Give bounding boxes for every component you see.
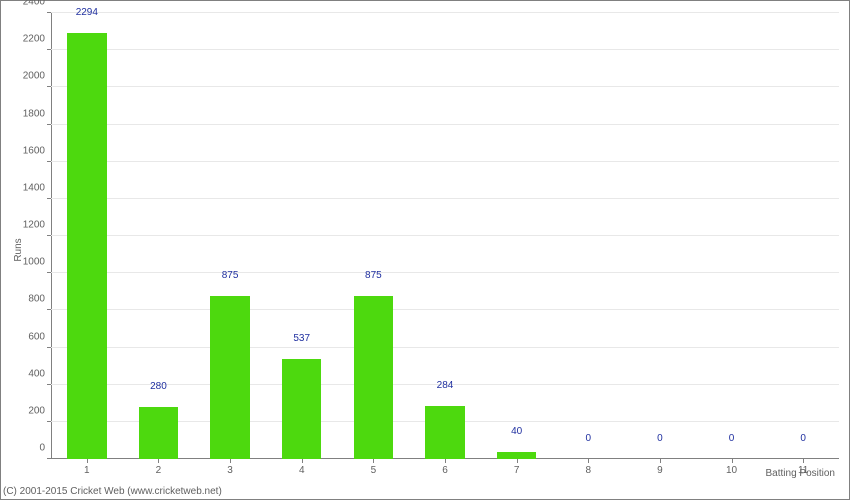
y-tick-label: 1200: [23, 220, 51, 231]
bar-value-label: 40: [511, 426, 522, 439]
y-tick-mark: [47, 347, 51, 348]
y-tick-label: 1400: [23, 182, 51, 193]
x-tick-label: 1: [84, 459, 90, 476]
x-tick-label: 10: [726, 459, 737, 476]
grid-line: [51, 12, 839, 13]
x-tick-label: 4: [299, 459, 305, 476]
bar-value-label: 0: [585, 433, 591, 446]
bar-value-label: 875: [365, 270, 382, 283]
plot-area: 0200400600800100012001400160018002000220…: [51, 13, 839, 459]
bar: [497, 452, 536, 459]
bar-value-label: 280: [150, 381, 167, 394]
y-tick-mark: [47, 124, 51, 125]
y-tick-mark: [47, 49, 51, 50]
x-tick-label: 8: [585, 459, 591, 476]
y-tick-mark: [47, 86, 51, 87]
grid-line: [51, 161, 839, 162]
y-tick-mark: [47, 272, 51, 273]
x-tick-label: 5: [371, 459, 377, 476]
bar-value-label: 0: [800, 433, 806, 446]
y-tick-label: 1000: [23, 257, 51, 268]
y-tick-mark: [47, 458, 51, 459]
x-tick-label: 3: [227, 459, 233, 476]
x-tick-label: 9: [657, 459, 663, 476]
y-tick-label: 0: [39, 443, 51, 454]
y-tick-mark: [47, 161, 51, 162]
bar: [425, 406, 464, 459]
x-tick-label: 11: [798, 459, 808, 476]
bar-value-label: 0: [657, 433, 663, 446]
grid-line: [51, 86, 839, 87]
bar: [67, 33, 106, 459]
y-tick-mark: [47, 198, 51, 199]
bar-value-label: 875: [222, 270, 239, 283]
bar: [139, 407, 178, 459]
y-tick-mark: [47, 421, 51, 422]
y-tick-label: 2400: [23, 0, 51, 8]
bar: [210, 296, 249, 459]
y-tick-label: 2000: [23, 71, 51, 82]
y-tick-label: 1800: [23, 108, 51, 119]
y-tick-mark: [47, 235, 51, 236]
y-axis-line: [51, 13, 52, 459]
x-tick-label: 7: [514, 459, 520, 476]
grid-line: [51, 347, 839, 348]
grid-line: [51, 235, 839, 236]
y-tick-mark: [47, 309, 51, 310]
x-tick-label: 6: [442, 459, 448, 476]
y-tick-label: 800: [28, 294, 51, 305]
grid-line: [51, 198, 839, 199]
bar: [354, 296, 393, 459]
bar-value-label: 284: [437, 380, 454, 393]
x-tick-label: 2: [156, 459, 162, 476]
grid-line: [51, 49, 839, 50]
bar-value-label: 537: [293, 333, 310, 346]
grid-line: [51, 272, 839, 273]
bar-value-label: 0: [729, 433, 735, 446]
copyright-footer: (C) 2001-2015 Cricket Web (www.cricketwe…: [3, 486, 222, 497]
y-tick-label: 200: [28, 405, 51, 416]
y-tick-mark: [47, 12, 51, 13]
y-tick-mark: [47, 384, 51, 385]
y-tick-label: 2200: [23, 34, 51, 45]
y-tick-label: 400: [28, 368, 51, 379]
grid-line: [51, 124, 839, 125]
bar: [282, 359, 321, 459]
y-tick-label: 600: [28, 331, 51, 342]
grid-line: [51, 309, 839, 310]
y-tick-label: 1600: [23, 145, 51, 156]
chart-container: Runs Batting Position 020040060080010001…: [0, 0, 850, 500]
bar-value-label: 2294: [76, 7, 98, 20]
